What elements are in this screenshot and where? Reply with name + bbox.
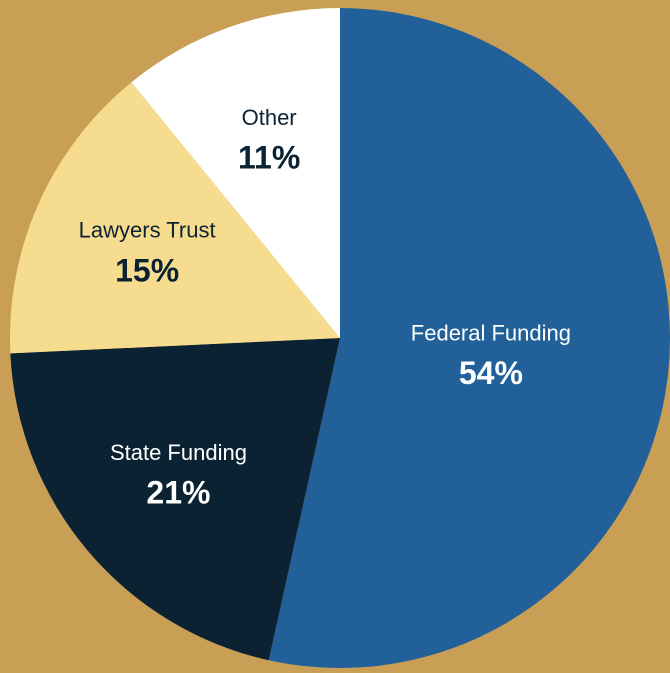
slice-value-label: 15% [115, 252, 179, 288]
slice-name: Federal Funding [411, 320, 571, 345]
slice-name: Lawyers Trust [79, 218, 216, 243]
slice-value-label: 11% [238, 139, 300, 175]
pie-slice [131, 8, 340, 338]
slice-value-label: 54% [459, 355, 523, 391]
slice-value-label: 21% [146, 474, 210, 510]
pie-slice [9, 82, 340, 354]
slice-name: Other [242, 105, 297, 130]
pie-slice [10, 338, 340, 661]
pie-slice [268, 8, 670, 668]
slice-name: State Funding [110, 440, 247, 465]
